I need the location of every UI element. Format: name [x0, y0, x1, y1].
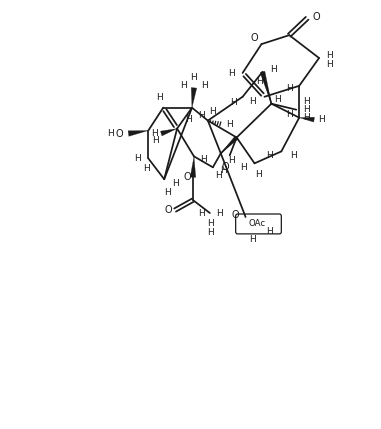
Text: H: H — [266, 227, 273, 236]
Text: O: O — [312, 12, 320, 22]
Text: H: H — [220, 166, 227, 175]
Text: O: O — [183, 172, 191, 182]
Text: H: H — [228, 156, 235, 165]
Text: H: H — [210, 107, 216, 116]
Text: OAc: OAc — [249, 220, 266, 228]
Text: O: O — [251, 33, 258, 43]
Text: H: H — [286, 110, 293, 119]
Text: H: H — [270, 66, 277, 75]
Text: H: H — [249, 97, 256, 106]
Text: H: H — [152, 136, 158, 145]
Text: H: H — [156, 93, 163, 102]
Text: H: H — [107, 129, 114, 138]
Text: H: H — [274, 95, 281, 104]
Text: O: O — [232, 210, 240, 220]
Text: H: H — [215, 171, 222, 180]
Text: H: H — [327, 60, 333, 69]
Text: H: H — [134, 154, 141, 163]
Polygon shape — [160, 129, 177, 136]
Text: H: H — [199, 111, 205, 120]
Text: H: H — [266, 151, 273, 160]
Polygon shape — [221, 136, 238, 154]
Text: O: O — [116, 129, 123, 139]
Text: H: H — [226, 120, 233, 129]
Text: H: H — [190, 73, 197, 82]
Text: H: H — [172, 179, 178, 188]
Text: H: H — [180, 82, 186, 91]
Text: H: H — [249, 236, 256, 245]
Text: H: H — [143, 164, 150, 173]
Polygon shape — [191, 88, 197, 108]
Text: H: H — [185, 115, 191, 124]
Text: H: H — [230, 98, 237, 107]
Polygon shape — [128, 130, 148, 136]
Polygon shape — [260, 71, 271, 104]
Text: H: H — [200, 155, 207, 164]
Text: H: H — [240, 163, 247, 172]
Text: H: H — [202, 82, 208, 91]
Polygon shape — [190, 157, 196, 177]
Text: H: H — [255, 170, 262, 179]
Text: H: H — [286, 85, 293, 94]
Text: O: O — [222, 162, 230, 172]
Text: H: H — [256, 77, 263, 86]
Text: H: H — [303, 113, 309, 122]
Text: H: H — [164, 187, 171, 196]
FancyBboxPatch shape — [236, 214, 281, 234]
Text: H: H — [290, 151, 297, 160]
Text: H: H — [151, 129, 158, 138]
Text: H: H — [327, 51, 333, 60]
Text: H: H — [199, 208, 205, 218]
Text: H: H — [208, 220, 214, 228]
Text: H: H — [216, 208, 223, 218]
Text: H: H — [303, 97, 309, 106]
Text: H: H — [228, 69, 235, 79]
Polygon shape — [299, 117, 314, 122]
Text: H: H — [303, 105, 309, 114]
Text: H: H — [208, 228, 214, 237]
Text: H: H — [318, 115, 324, 124]
Text: O: O — [164, 205, 172, 215]
